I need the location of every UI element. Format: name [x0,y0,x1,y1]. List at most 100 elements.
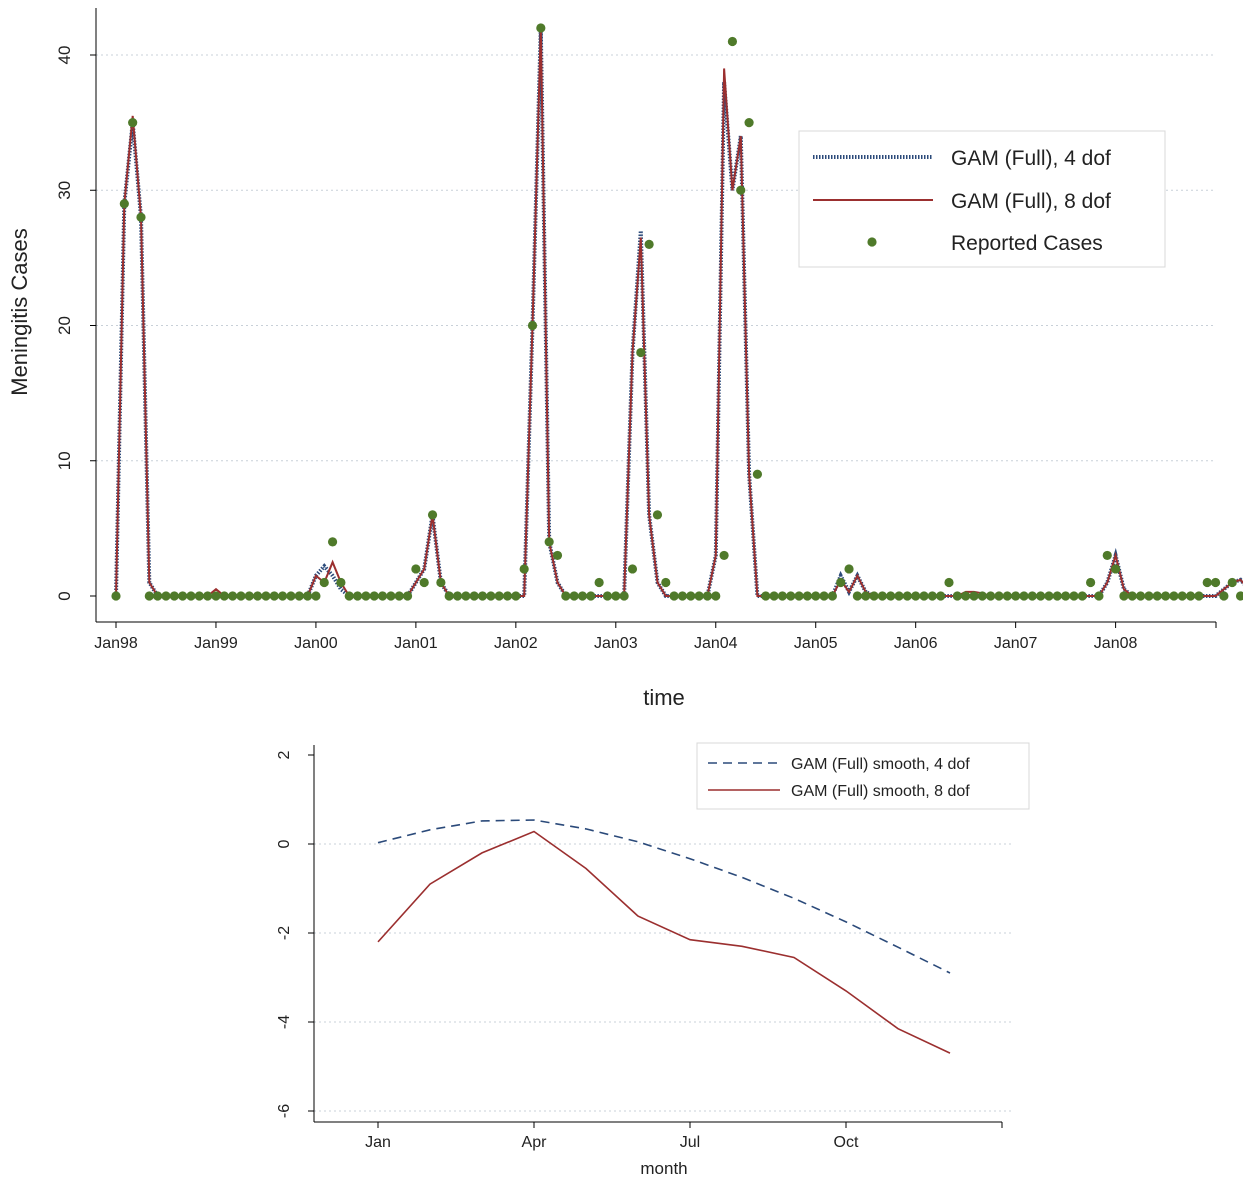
reported-case-point [436,577,446,588]
reported-case-point [427,510,438,520]
reported-case-point [669,591,679,601]
reported-case-point [394,591,404,601]
reported-case-point [402,591,413,601]
reported-case-point [836,577,846,588]
reported-case-point [1077,591,1087,601]
reported-case-point [694,591,704,601]
reported-case-point [536,23,546,33]
reported-case-point [502,591,513,601]
reported-case-point [811,591,821,601]
reported-case-point [261,591,271,601]
x-tick-label: Jan98 [94,635,138,652]
reported-case-point [727,36,738,47]
reported-case-point [977,591,987,601]
reported-case-point [1019,591,1029,601]
reported-case-point [702,591,713,601]
reported-case-point [1094,591,1104,601]
reported-case-point [1052,591,1062,601]
reported-case-point [886,591,896,601]
legend-label-4-dof: GAM (Full) smooth, 4 dof [791,756,970,773]
reported-case-point [794,591,804,601]
reported-case-point [477,591,488,601]
reported-case-point [594,577,604,588]
reported-case-point [1210,577,1221,588]
reported-case-point [1169,591,1179,601]
reported-case-point [219,591,229,601]
reported-case-point [352,591,363,601]
x-tick-label: Jan99 [194,635,238,652]
reported-case-point [919,591,929,601]
reported-case-point [286,591,296,601]
x-tick-label: Jan00 [294,635,338,652]
series-line-4-dof [377,819,951,974]
reported-case-point [128,118,138,128]
reported-case-point [1160,591,1171,601]
reported-case-point [1135,591,1146,601]
reported-case-point [1086,577,1096,588]
reported-case-point [361,591,371,601]
reported-case-point [178,591,188,601]
reported-case-point [386,591,396,601]
reported-case-point [986,591,996,601]
reported-case-point [377,591,388,601]
reported-case-point [461,591,471,601]
reported-case-point [169,591,179,601]
monthly-smooth-chart: -6 -4 -2 0 2 Jan Apr Jul Oct month GAM (Full) smoo… [276,742,1030,1178]
reported-case-point [1011,591,1021,601]
reported-case-point [194,591,204,601]
reported-case-point [253,591,263,601]
reported-case-point [861,591,871,601]
reported-case-point [344,591,354,601]
reported-case-point [994,591,1004,601]
reported-case-point [677,591,688,601]
reported-case-point [336,577,346,588]
reported-case-point [961,591,971,601]
reported-case-point [552,550,563,561]
y-tick-label: 0 [276,839,293,848]
x-tick-label: Oct [834,1134,859,1151]
reported-case-point [1111,564,1121,574]
legend-label-points: Reported Cases [951,232,1103,255]
reported-case-point [444,591,454,601]
reported-case-point [119,199,129,209]
reported-case-point [561,591,571,601]
reported-case-point [877,591,887,601]
reported-case-point [1227,577,1237,588]
x-tick-label: Jul [680,1134,700,1151]
x-tick-label: Jan01 [394,635,438,652]
legend-label-8-dof: GAM (Full) smooth, 8 dof [791,783,970,800]
reported-case-point [452,591,463,601]
reported-case-point [586,591,596,601]
reported-case-point [211,591,221,601]
reported-case-point [228,591,238,601]
reported-case-point [1069,591,1079,601]
reported-case-point [736,185,746,195]
reported-case-point [1127,591,1137,601]
reported-case-point [519,564,529,574]
reported-case-point [153,591,163,601]
x-tick-label: Jan [365,1134,391,1151]
reported-case-point [203,591,213,601]
meningitis-cases-chart: 0 10 20 30 40 Jan98 Jan99 Jan00 Jan01 Jan02 Jan03 J… [7,8,1243,710]
reported-case-point [894,591,904,601]
reported-case-point [577,591,588,601]
reported-case-point [652,510,663,520]
reported-case-point [411,564,421,574]
reported-case-point [1177,591,1187,601]
reported-case-point [236,591,246,601]
reported-case-point [419,577,429,588]
x-tick-label: Jan06 [894,635,938,652]
reported-case-point [927,591,937,601]
reported-case-point [686,591,696,601]
series-line-8-dof [115,27,1243,597]
reported-case-point [319,577,329,588]
reported-case-point [827,591,837,601]
x-tick-label: Apr [522,1134,548,1151]
y-tick-label: -4 [276,1015,293,1029]
reported-case-point [1152,591,1162,601]
reported-case-point [869,591,879,601]
reported-case-point [144,591,154,601]
reported-case-point [952,591,962,601]
reported-case-point [844,564,854,574]
